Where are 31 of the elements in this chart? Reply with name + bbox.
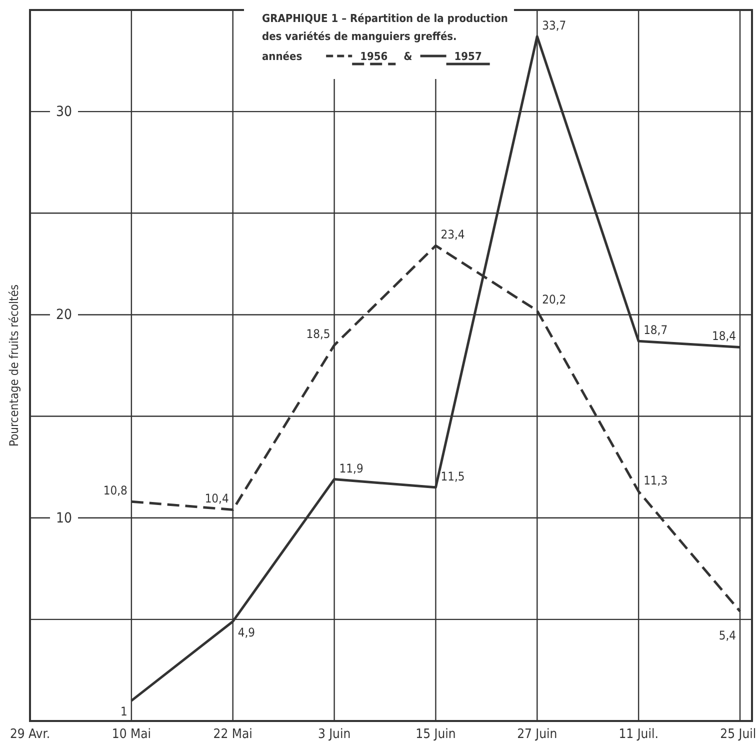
data-label: 18,7	[644, 323, 668, 338]
x-tick-label: 15 Juin	[416, 727, 456, 742]
legend-label: 1957	[454, 50, 482, 63]
legend-label: 1956	[360, 50, 388, 63]
data-label: 10,8	[103, 484, 128, 498]
y-axis-title: Pourcentage de fruits récoltés	[7, 284, 21, 447]
y-tick-label: 30	[56, 104, 72, 120]
data-label: 1	[120, 704, 128, 719]
data-label: 18,5	[306, 327, 330, 342]
data-label: 10,4	[204, 492, 229, 506]
x-tick-label: 11 Juil.	[618, 727, 658, 742]
data-label: 18,4	[712, 329, 736, 344]
data-label: 4,9	[238, 625, 256, 640]
legend-title: années	[262, 50, 302, 63]
data-label: 11,3	[644, 473, 668, 488]
x-tick-label: 25 Juil.	[720, 727, 756, 742]
text: GRAPHIQUE 1 – Répartition de la production des variétés de manguiers greffés.	[262, 12, 508, 43]
data-label: 11,5	[440, 469, 465, 484]
data-label: 33,7	[542, 18, 566, 32]
x-tick-label: 3 Juin	[318, 727, 351, 742]
y-tick-label: 10	[56, 510, 72, 526]
annotation: &	[404, 50, 413, 63]
x-tick-label: 27 Juin	[517, 727, 558, 742]
data-label: 5,4	[718, 628, 736, 642]
data-label: 11,9	[339, 461, 364, 476]
x-tick-label: 22 Mai	[213, 727, 252, 742]
data-label: 23,4	[440, 228, 465, 242]
data-label: 20,2	[542, 292, 566, 307]
x-tick-label: 29 Avr.	[10, 727, 50, 742]
y-tick-label: 20	[56, 307, 72, 324]
x-tick-label: 10 Mai	[112, 727, 151, 742]
